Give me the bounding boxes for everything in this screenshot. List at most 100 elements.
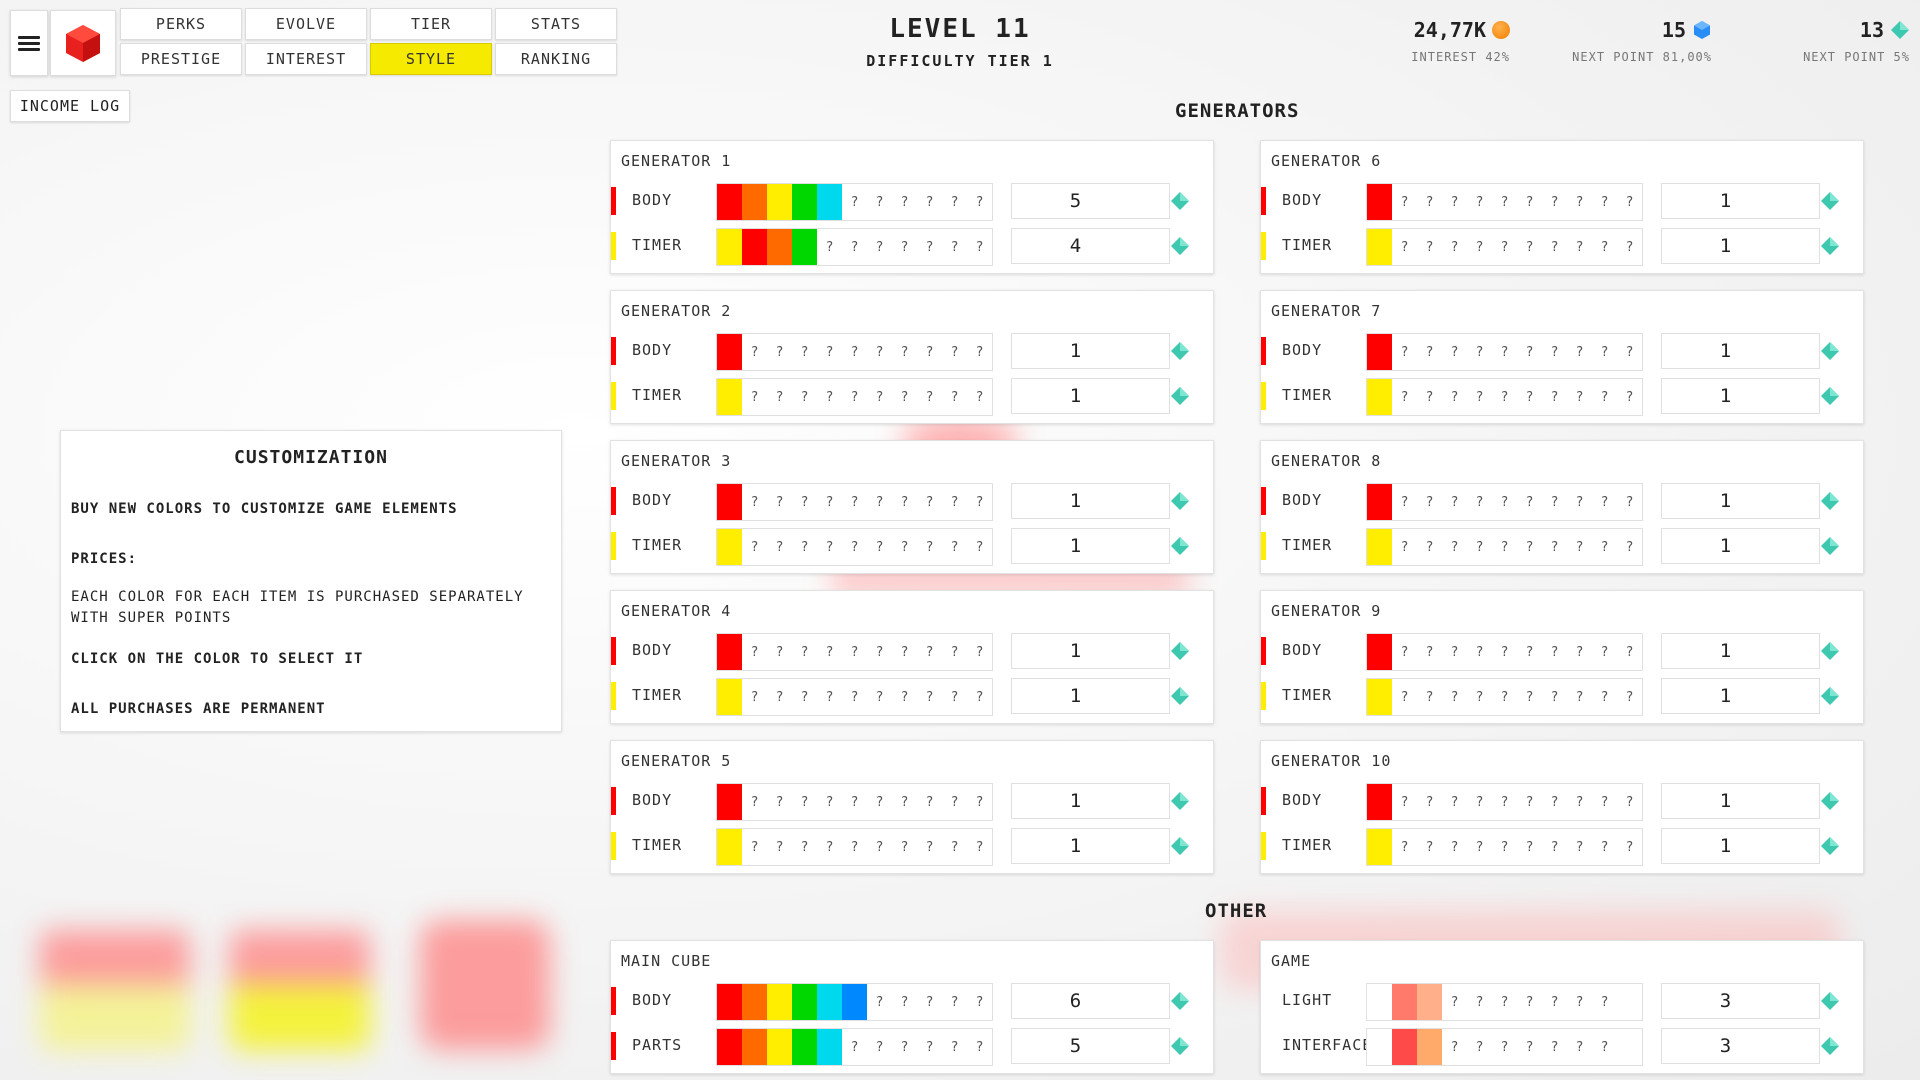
locked-color-slot[interactable]: ?: [850, 794, 859, 810]
locked-color-slot[interactable]: ?: [1425, 839, 1434, 855]
locked-color-slot[interactable]: ?: [750, 689, 759, 705]
locked-color-slot[interactable]: ?: [925, 494, 934, 510]
locked-color-slot[interactable]: ?: [975, 794, 984, 810]
locked-color-slot[interactable]: ?: [975, 644, 984, 660]
color-swatch[interactable]: [1392, 984, 1417, 1020]
locked-color-slot[interactable]: ?: [1525, 794, 1534, 810]
locked-color-slot[interactable]: ?: [925, 994, 934, 1010]
locked-color-slot[interactable]: ?: [800, 344, 809, 360]
locked-color-slot[interactable]: ?: [875, 194, 884, 210]
locked-color-slot[interactable]: ?: [1525, 689, 1534, 705]
locked-color-slot[interactable]: ?: [1525, 239, 1534, 255]
color-swatch[interactable]: [717, 379, 742, 415]
locked-color-slot[interactable]: ?: [900, 344, 909, 360]
locked-color-slot[interactable]: ?: [750, 389, 759, 405]
locked-color-slot[interactable]: ?: [1500, 689, 1509, 705]
locked-color-slot[interactable]: ?: [975, 494, 984, 510]
locked-color-slot[interactable]: ?: [1450, 994, 1459, 1010]
locked-color-slot[interactable]: ?: [1400, 389, 1409, 405]
locked-color-slot[interactable]: ?: [1575, 839, 1584, 855]
locked-color-slot[interactable]: ?: [850, 494, 859, 510]
locked-color-slot[interactable]: ?: [975, 1039, 984, 1055]
locked-color-slot[interactable]: ?: [1625, 644, 1634, 660]
locked-color-slot[interactable]: ?: [1450, 644, 1459, 660]
locked-color-slot[interactable]: ?: [775, 389, 784, 405]
buy-color-gem-icon[interactable]: [1171, 387, 1189, 405]
locked-color-slot[interactable]: ?: [825, 644, 834, 660]
locked-color-slot[interactable]: ?: [1500, 539, 1509, 555]
color-swatch[interactable]: [1367, 229, 1392, 265]
buy-color-gem-icon[interactable]: [1821, 837, 1839, 855]
locked-color-slot[interactable]: ?: [950, 344, 959, 360]
locked-color-slot[interactable]: ?: [925, 794, 934, 810]
locked-color-slot[interactable]: ?: [1425, 494, 1434, 510]
locked-color-slot[interactable]: ?: [1625, 194, 1634, 210]
locked-color-slot[interactable]: ?: [875, 839, 884, 855]
color-swatch[interactable]: [1367, 1029, 1392, 1065]
color-swatch[interactable]: [742, 984, 767, 1020]
locked-color-slot[interactable]: ?: [950, 839, 959, 855]
nav-ranking-button[interactable]: RANKING: [495, 43, 617, 75]
color-swatch[interactable]: [1367, 634, 1392, 670]
locked-color-slot[interactable]: ?: [950, 689, 959, 705]
locked-color-slot[interactable]: ?: [800, 689, 809, 705]
locked-color-slot[interactable]: ?: [900, 389, 909, 405]
locked-color-slot[interactable]: ?: [1450, 794, 1459, 810]
color-swatch[interactable]: [717, 184, 742, 220]
locked-color-slot[interactable]: ?: [1450, 494, 1459, 510]
locked-color-slot[interactable]: ?: [1425, 539, 1434, 555]
locked-color-slot[interactable]: ?: [950, 389, 959, 405]
locked-color-slot[interactable]: ?: [900, 239, 909, 255]
locked-color-slot[interactable]: ?: [1500, 994, 1509, 1010]
locked-color-slot[interactable]: ?: [1550, 539, 1559, 555]
color-swatch[interactable]: [742, 1029, 767, 1065]
locked-color-slot[interactable]: ?: [1550, 839, 1559, 855]
locked-color-slot[interactable]: ?: [1525, 539, 1534, 555]
income-log-button[interactable]: INCOME LOG: [10, 90, 130, 122]
locked-color-slot[interactable]: ?: [1475, 539, 1484, 555]
buy-color-gem-icon[interactable]: [1171, 687, 1189, 705]
locked-color-slot[interactable]: ?: [900, 839, 909, 855]
locked-color-slot[interactable]: ?: [850, 689, 859, 705]
locked-color-slot[interactable]: ?: [1600, 994, 1609, 1010]
buy-color-gem-icon[interactable]: [1821, 537, 1839, 555]
locked-color-slot[interactable]: ?: [1600, 644, 1609, 660]
locked-color-slot[interactable]: ?: [1525, 644, 1534, 660]
color-swatch[interactable]: [717, 634, 742, 670]
locked-color-slot[interactable]: ?: [1400, 794, 1409, 810]
locked-color-slot[interactable]: ?: [1600, 839, 1609, 855]
locked-color-slot[interactable]: ?: [750, 839, 759, 855]
locked-color-slot[interactable]: ?: [1600, 389, 1609, 405]
locked-color-slot[interactable]: ?: [1500, 344, 1509, 360]
locked-color-slot[interactable]: ?: [1475, 839, 1484, 855]
buy-color-gem-icon[interactable]: [1821, 237, 1839, 255]
locked-color-slot[interactable]: ?: [1500, 839, 1509, 855]
buy-color-gem-icon[interactable]: [1821, 492, 1839, 510]
color-swatch[interactable]: [1367, 529, 1392, 565]
locked-color-slot[interactable]: ?: [850, 239, 859, 255]
locked-color-slot[interactable]: ?: [1625, 344, 1634, 360]
locked-color-slot[interactable]: ?: [1475, 389, 1484, 405]
locked-color-slot[interactable]: ?: [900, 794, 909, 810]
locked-color-slot[interactable]: ?: [825, 239, 834, 255]
color-swatch[interactable]: [792, 984, 817, 1020]
color-swatch[interactable]: [817, 984, 842, 1020]
color-swatch[interactable]: [767, 1029, 792, 1065]
color-swatch[interactable]: [717, 334, 742, 370]
locked-color-slot[interactable]: ?: [1550, 644, 1559, 660]
locked-color-slot[interactable]: ?: [1525, 839, 1534, 855]
locked-color-slot[interactable]: ?: [925, 389, 934, 405]
color-swatch[interactable]: [1367, 829, 1392, 865]
locked-color-slot[interactable]: ?: [750, 494, 759, 510]
color-swatch[interactable]: [717, 679, 742, 715]
color-swatch[interactable]: [717, 484, 742, 520]
locked-color-slot[interactable]: ?: [1600, 689, 1609, 705]
locked-color-slot[interactable]: ?: [800, 794, 809, 810]
locked-color-slot[interactable]: ?: [1600, 194, 1609, 210]
locked-color-slot[interactable]: ?: [1475, 494, 1484, 510]
locked-color-slot[interactable]: ?: [1450, 194, 1459, 210]
locked-color-slot[interactable]: ?: [775, 539, 784, 555]
locked-color-slot[interactable]: ?: [1475, 644, 1484, 660]
color-swatch[interactable]: [817, 1029, 842, 1065]
color-swatch[interactable]: [817, 184, 842, 220]
